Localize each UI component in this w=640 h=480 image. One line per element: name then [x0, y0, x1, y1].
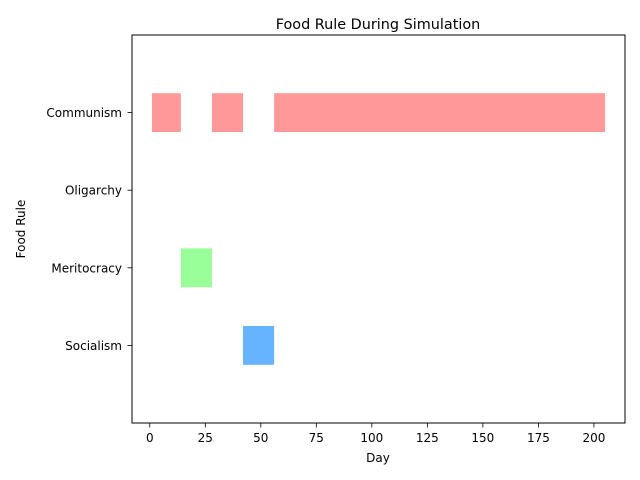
plot-area-frame — [131, 34, 626, 424]
bar-communism-3 — [274, 93, 606, 132]
x-tick-label: 200 — [582, 431, 605, 445]
x-tick-label: 75 — [309, 431, 324, 445]
x-tick-label: 25 — [198, 431, 213, 445]
y-tick-label: Oligarchy — [65, 184, 122, 198]
bar-socialism-1 — [243, 326, 275, 365]
x-tick-label: 50 — [253, 431, 268, 445]
x-tick-label: 0 — [146, 431, 154, 445]
bar-communism-2 — [211, 93, 244, 132]
bar-communism-1 — [151, 93, 181, 132]
x-tick-label: 150 — [471, 431, 494, 445]
chart-title: Food Rule During Simulation — [276, 17, 481, 33]
x-tick-label: 175 — [527, 431, 550, 445]
y-axis-label: Food Rule — [14, 200, 28, 259]
y-tick-label: Socialism — [65, 339, 122, 353]
bars-layer — [151, 93, 606, 365]
x-tick-label: 125 — [416, 431, 439, 445]
y-tick-label: Meritocracy — [51, 261, 122, 275]
y-ticks: Communism Oligarchy Meritocracy Socialism — [46, 106, 132, 353]
bar-meritocracy-1 — [180, 248, 212, 288]
x-tick-label: 100 — [360, 431, 383, 445]
x-axis-label: Day — [366, 451, 390, 465]
x-ticks: 0 25 50 75 100 125 150 175 200 — [146, 423, 605, 445]
y-tick-label: Communism — [46, 106, 122, 120]
